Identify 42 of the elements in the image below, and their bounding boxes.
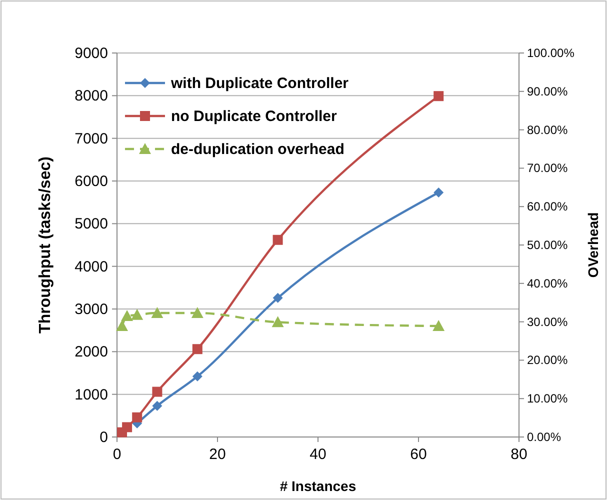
point — [192, 344, 202, 354]
y-tick-label: 1000 — [74, 386, 108, 404]
y-tick-label: 5000 — [74, 216, 108, 233]
y2-tick-label: 30.00% — [527, 314, 568, 329]
x-tick-label: 80 — [510, 446, 528, 463]
x-tick-label: 20 — [209, 446, 226, 463]
y-tick-label: 4000 — [74, 258, 108, 276]
point — [192, 371, 202, 382]
y-tick-label: 7000 — [74, 130, 108, 148]
point — [434, 91, 444, 102]
x-tick-label: 40 — [310, 446, 326, 463]
point — [272, 292, 283, 303]
legend-label: no Duplicate Controller — [171, 108, 338, 125]
point — [272, 234, 283, 245]
point — [152, 400, 162, 411]
y2-tick-label: 0.00% — [527, 430, 562, 444]
point — [434, 188, 444, 198]
y2-tick-label: 70.00% — [527, 161, 568, 176]
y-tick-label: 8000 — [74, 88, 108, 105]
x-tick-label: 0 — [112, 446, 122, 463]
y2-tick-label: 10.00% — [527, 392, 568, 406]
y2-axis-title: OVerhead — [585, 212, 601, 278]
y2-tick-label: 40.00% — [527, 276, 568, 290]
x-tick-label: 60 — [410, 446, 427, 463]
legend-label: with Duplicate Controller — [170, 75, 349, 92]
y-tick-label: 2000 — [74, 344, 108, 361]
point — [152, 386, 162, 397]
y-tick-label: 3000 — [74, 301, 108, 318]
y2-tick-label: 80.00% — [527, 122, 568, 137]
y-tick-label: 9000 — [74, 45, 108, 62]
legend-label: de-duplication overhead — [171, 141, 344, 158]
y2-tick-label: 50.00% — [527, 238, 568, 252]
y2-tick-label: 90.00% — [527, 84, 568, 98]
y-axis-title: Throughput (tasks/sec) — [37, 156, 54, 334]
point — [132, 412, 142, 422]
y-tick-label: 0 — [100, 429, 108, 446]
x-axis-title: # Instances — [280, 478, 356, 494]
y2-tick-label: 60.00% — [527, 200, 568, 214]
point — [122, 422, 132, 432]
y-tick-label: 6000 — [74, 173, 108, 190]
y2-tick-label: 100.00% — [527, 46, 575, 60]
y2-tick-label: 20.00% — [527, 353, 568, 368]
